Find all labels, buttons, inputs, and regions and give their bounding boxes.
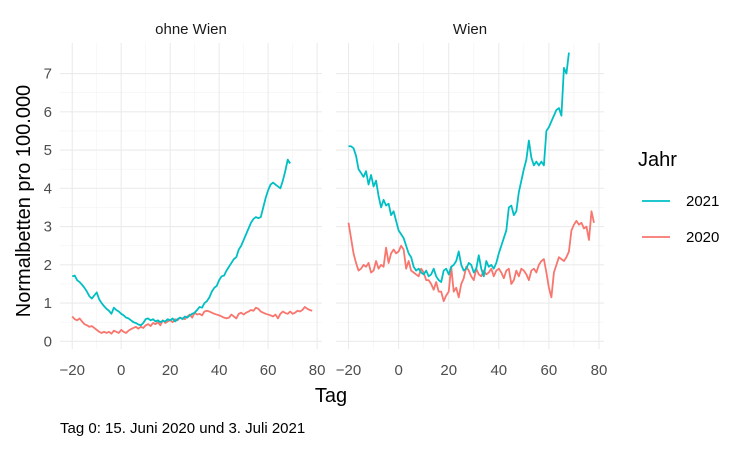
x-tick-label: 0	[394, 362, 402, 379]
panel-ohne-wien: ohne Wien −20 0 20 40 60 80 0 1 2 3 4 5 6 7	[44, 21, 326, 379]
y-tick-label: 6	[44, 104, 52, 121]
x-tick-label: 20	[440, 362, 457, 379]
y-tick-label: 3	[44, 219, 52, 236]
x-tick-label: 20	[162, 362, 179, 379]
y-tick-label: 5	[44, 142, 52, 159]
series-line-2021-ohne-wien	[71, 158, 291, 327]
legend-label-2021: 2021	[686, 193, 719, 210]
y-tick-label: 4	[44, 180, 52, 197]
legend-label-2020: 2020	[686, 229, 719, 246]
legend-title: Jahr	[638, 149, 677, 171]
series-line-2021-wien	[348, 52, 570, 283]
series-line-2020-wien	[347, 210, 595, 303]
y-tick-label: 1	[44, 295, 52, 312]
caption: Tag 0: 15. Juni 2020 und 3. Juli 2021	[60, 420, 305, 437]
x-tick-label: −20	[60, 362, 85, 379]
y-tick-label: 2	[44, 257, 52, 274]
x-tick-label: 80	[591, 362, 608, 379]
y-tick-label: 0	[44, 333, 52, 350]
x-axis-title: Tag	[315, 385, 347, 407]
x-tick-label: 40	[211, 362, 228, 379]
series-line-2020-ohne-wien	[71, 306, 313, 335]
facet-title: ohne Wien	[155, 21, 227, 38]
panel-wien: Wien −20 0 20 40 60 80	[336, 21, 608, 379]
legend: Jahr 2021 2020	[638, 149, 719, 246]
x-tick-label: 60	[541, 362, 558, 379]
facet-title: Wien	[453, 21, 487, 38]
x-tick-label: 60	[260, 362, 277, 379]
x-tick-label: −20	[336, 362, 361, 379]
y-axis-title: Normalbetten pro 100.000	[13, 85, 35, 317]
x-tick-label: 80	[309, 362, 326, 379]
x-tick-label: 40	[490, 362, 507, 379]
y-tick-label: 7	[44, 66, 52, 83]
x-tick-label: 0	[117, 362, 125, 379]
panels-layer: ohne Wien −20 0 20 40 60 80 0 1 2 3 4 5 6 7 Wien −20 0 20 4…	[44, 21, 608, 379]
